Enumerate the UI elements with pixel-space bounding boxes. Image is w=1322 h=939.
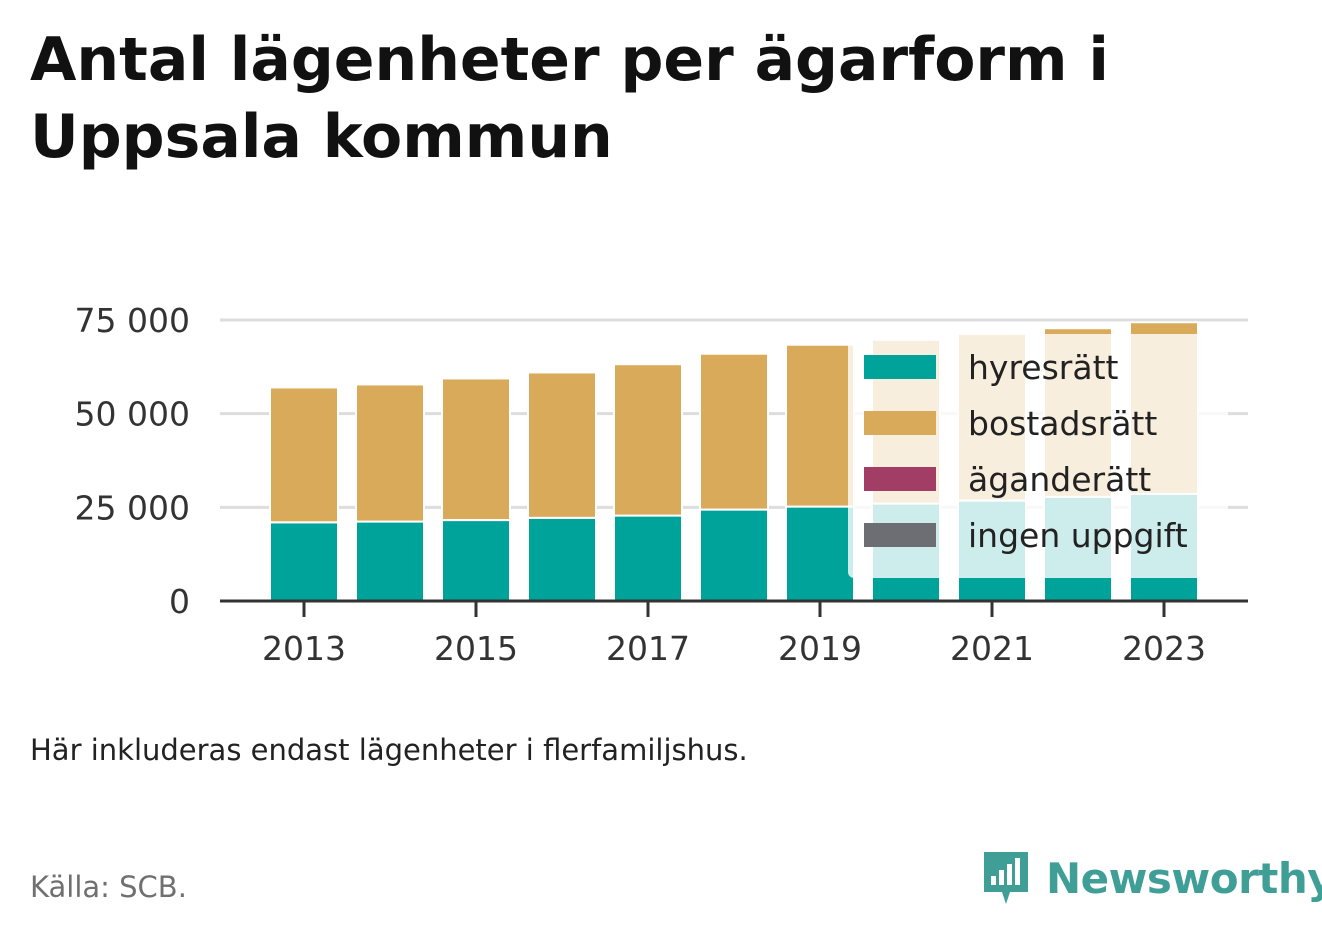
- bar-segment: [269, 386, 339, 524]
- legend-label: ingen uppgift: [968, 516, 1188, 555]
- bar-segment: [441, 377, 511, 522]
- x-tick-label: 2021: [950, 629, 1034, 668]
- x-tick-label: 2023: [1122, 629, 1206, 668]
- bar-segment: [527, 371, 597, 519]
- bar-segment: [785, 343, 855, 508]
- bar-segment: [355, 520, 425, 603]
- x-tick-label: 2019: [778, 629, 862, 668]
- legend-label: äganderätt: [968, 460, 1151, 499]
- legend-box: [848, 334, 1228, 578]
- bar-segment: [269, 521, 339, 603]
- bar-segment: [785, 505, 855, 603]
- bar-segment: [527, 516, 597, 602]
- bar-segment: [613, 363, 683, 517]
- stacked-bar-chart: 0 25 000 50 000 75 000 2013 2015 2017 2019 2021 2…: [75, 301, 1248, 668]
- y-tick-label: 0: [169, 582, 190, 621]
- legend-label: bostadsrätt: [968, 404, 1157, 443]
- legend-swatch: [864, 355, 936, 379]
- bar-segment: [699, 508, 769, 602]
- legend-swatch: [864, 467, 936, 491]
- brand-name: Newsworthy: [1046, 853, 1322, 903]
- legend-swatch: [864, 523, 936, 547]
- bar-segment: [441, 519, 511, 603]
- y-tick-label: 25 000: [75, 488, 190, 527]
- x-tick-label: 2017: [606, 629, 690, 668]
- brand-logo: Newsworthy: [980, 848, 1322, 908]
- legend-label: hyresrätt: [968, 348, 1119, 387]
- bar-segment: [355, 383, 425, 523]
- chart-title: Antal lägenheter per ägarform i Uppsala …: [30, 25, 1109, 172]
- y-tick-label: 75 000: [75, 301, 190, 340]
- x-tick-label: 2015: [434, 629, 518, 668]
- bar-segment: [699, 352, 769, 511]
- footnote: Här inkluderas endast lägenheter i flerf…: [30, 733, 748, 767]
- newsworthy-logo-icon: [984, 852, 1028, 904]
- axes: 0 25 000 50 000 75 000 2013 2015 2017 2019 2021 2…: [75, 301, 1248, 668]
- legend-swatch: [864, 411, 936, 435]
- bar-segment: [613, 514, 683, 602]
- y-tick-label: 50 000: [75, 395, 190, 434]
- x-tick-label: 2013: [262, 629, 346, 668]
- legend: hyresrätt bostadsrätt äganderätt ingen uppg…: [848, 334, 1228, 578]
- source-label: Källa: SCB.: [30, 870, 187, 904]
